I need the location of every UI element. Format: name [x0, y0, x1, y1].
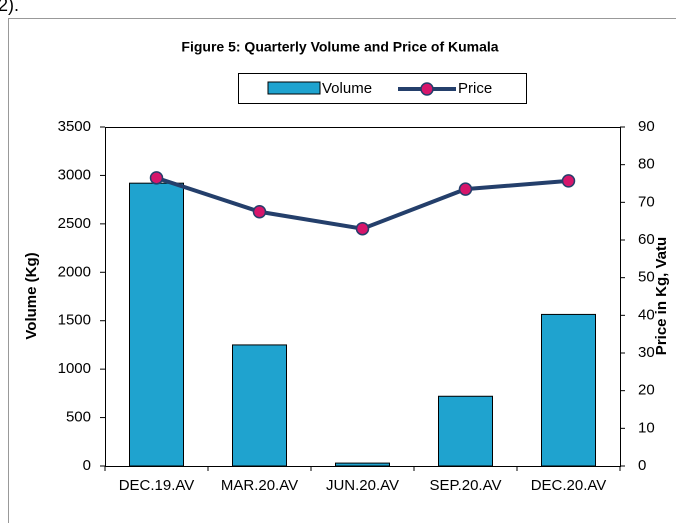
x-tick-label: DEC.19.AV	[119, 477, 195, 494]
legend-swatch	[267, 81, 321, 95]
price-marker	[458, 182, 473, 196]
price-marker	[149, 171, 164, 185]
y2-tick-label: 90	[638, 118, 655, 135]
y2-tick-label: 10	[638, 419, 655, 436]
legend-label: Price	[458, 80, 492, 97]
y2-tick-label: 30	[638, 344, 655, 361]
y-tick-label: 3000	[58, 166, 91, 183]
price-marker	[355, 221, 370, 236]
y2-axis-label: Price in Kg, Vatu	[653, 237, 670, 355]
legend-marker	[420, 82, 434, 96]
price-marker	[561, 174, 576, 188]
x-tick-label: JUN.20.AV	[326, 477, 399, 494]
y-tick-label: 500	[66, 409, 91, 426]
bar	[232, 344, 287, 467]
y2-tick-label: 0	[638, 457, 646, 474]
bar	[438, 395, 493, 467]
bar	[335, 462, 390, 467]
y2-tick-label: 70	[638, 193, 655, 210]
x-tick-label: SEP.20.AV	[430, 477, 502, 494]
y2-tick-label: 50	[638, 269, 655, 286]
y-tick-label: 2500	[58, 215, 91, 232]
y-tick-label: 0	[83, 457, 91, 474]
y-tick-label: 2000	[58, 263, 91, 280]
chart-title: Figure 5: Quarterly Volume and Price of …	[181, 39, 498, 55]
x-tick-label: MAR.20.AV	[221, 477, 298, 494]
legend-label: Volume	[322, 80, 372, 97]
bar	[541, 313, 596, 467]
y-axis-label: Volume (Kg)	[23, 252, 40, 339]
y2-tick-label: 60	[638, 231, 655, 248]
page-note: 2).	[0, 0, 19, 15]
y2-tick-label: 40	[638, 306, 655, 323]
y-tick-label: 3500	[58, 118, 91, 135]
chart-frame	[8, 18, 676, 523]
price-marker	[252, 205, 267, 219]
y2-tick-label: 20	[638, 382, 655, 399]
y-tick-label: 1000	[58, 360, 91, 377]
y-tick-label: 1500	[58, 312, 91, 329]
y2-tick-label: 80	[638, 156, 655, 173]
bar	[129, 182, 184, 467]
price-line	[155, 175, 569, 231]
x-tick-label: DEC.20.AV	[531, 477, 607, 494]
